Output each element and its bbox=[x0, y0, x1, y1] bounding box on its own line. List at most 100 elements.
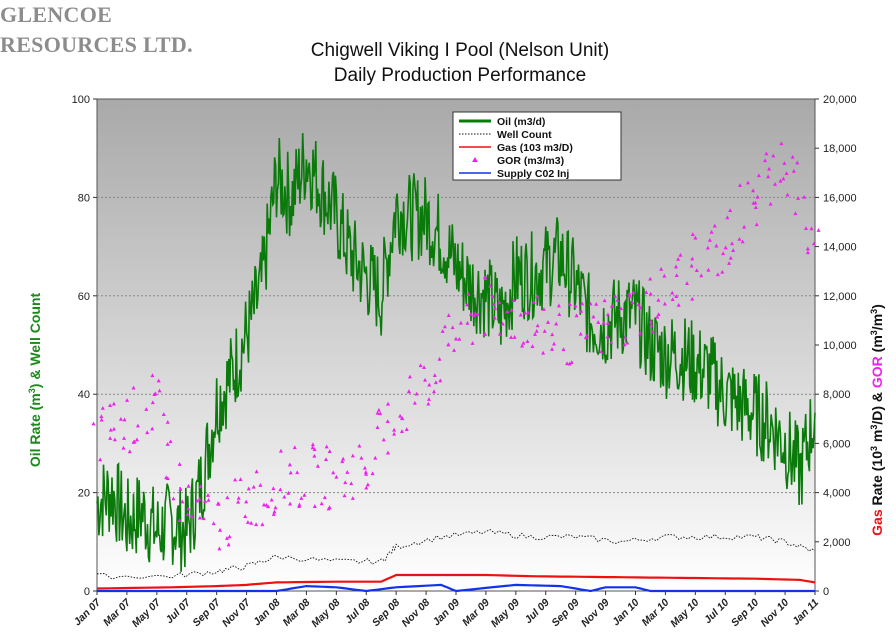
gor-point bbox=[165, 420, 170, 424]
left-tick-label: 20 bbox=[78, 488, 90, 500]
gor-point bbox=[426, 397, 431, 401]
gor-point bbox=[554, 321, 559, 326]
gor-point bbox=[674, 294, 679, 299]
gor-point bbox=[518, 312, 523, 317]
x-tick-label: Jul 10 bbox=[702, 597, 732, 627]
gor-point bbox=[363, 470, 368, 474]
gor-point bbox=[579, 308, 584, 313]
gor-point bbox=[302, 492, 307, 497]
gor-point bbox=[203, 498, 208, 503]
gor-point bbox=[466, 292, 471, 296]
gor-point bbox=[488, 283, 493, 288]
gor-point bbox=[535, 294, 540, 299]
gor-point bbox=[197, 496, 202, 501]
gor-point bbox=[341, 456, 346, 461]
gor-point bbox=[605, 321, 610, 325]
gor-point bbox=[258, 483, 263, 487]
gor-point bbox=[134, 437, 139, 442]
x-tick-label: May 10 bbox=[668, 597, 701, 630]
gor-point bbox=[550, 347, 555, 351]
legend-entry: Oil (m3/d) bbox=[497, 116, 545, 128]
gor-point bbox=[714, 243, 719, 248]
gor-point bbox=[108, 427, 113, 432]
gor-point bbox=[650, 329, 655, 334]
gor-point bbox=[406, 389, 411, 394]
gor-point bbox=[194, 498, 199, 503]
gor-point bbox=[205, 493, 210, 497]
gor-point bbox=[578, 331, 583, 336]
x-tick-label: Jan 10 bbox=[610, 597, 642, 629]
x-tick-label: May 08 bbox=[309, 597, 342, 630]
right-tick-label: 0 bbox=[823, 586, 829, 598]
gor-point bbox=[327, 449, 332, 453]
gor-point bbox=[150, 426, 155, 431]
gor-point bbox=[534, 328, 539, 333]
gor-point bbox=[512, 335, 517, 339]
right-tick-label: 10,000 bbox=[823, 340, 857, 352]
gor-point bbox=[362, 465, 367, 470]
gor-point bbox=[656, 312, 661, 317]
gor-point bbox=[278, 487, 283, 492]
x-tick-label: Mar 08 bbox=[281, 597, 313, 629]
gor-point bbox=[98, 457, 103, 462]
gor-point bbox=[375, 425, 380, 430]
gor-point bbox=[458, 320, 463, 325]
left-tick-label: 0 bbox=[84, 586, 90, 598]
x-tick-label: Mar 09 bbox=[460, 597, 492, 629]
x-tick-label: Sep 10 bbox=[729, 597, 762, 630]
gor-point bbox=[99, 414, 104, 419]
gor-point bbox=[511, 298, 516, 303]
gor-point bbox=[567, 361, 572, 366]
gor-point bbox=[295, 470, 300, 475]
gor-point bbox=[359, 455, 364, 460]
gor-point bbox=[693, 235, 698, 240]
gor-point bbox=[805, 246, 810, 251]
gor-point bbox=[345, 470, 350, 474]
x-tick-label: Jul 07 bbox=[163, 596, 193, 626]
gor-point bbox=[99, 417, 104, 422]
gor-point bbox=[108, 436, 113, 440]
gor-point bbox=[569, 360, 574, 364]
gor-point bbox=[198, 484, 203, 489]
gor-point bbox=[350, 496, 355, 500]
gor-point bbox=[509, 335, 514, 339]
gor-point bbox=[111, 401, 116, 406]
gor-point bbox=[728, 255, 733, 260]
gor-point bbox=[740, 239, 745, 244]
gor-point bbox=[440, 329, 445, 333]
gor-point bbox=[557, 312, 562, 316]
gor-point bbox=[373, 455, 378, 460]
gor-point bbox=[392, 431, 397, 436]
gor-point bbox=[720, 269, 725, 274]
gor-point bbox=[730, 241, 735, 246]
gor-point bbox=[299, 496, 304, 500]
gor-point bbox=[322, 495, 327, 500]
gor-point bbox=[754, 222, 759, 227]
gor-point bbox=[482, 275, 487, 279]
gor-point bbox=[627, 291, 632, 296]
x-tick-label: Jul 08 bbox=[343, 597, 373, 627]
gor-point bbox=[803, 226, 808, 231]
gor-point bbox=[767, 166, 772, 171]
gor-point bbox=[745, 180, 750, 185]
gor-point bbox=[244, 499, 249, 504]
gor-point bbox=[619, 306, 624, 311]
gor-point bbox=[323, 457, 328, 462]
gor-point bbox=[412, 400, 417, 405]
gor-point bbox=[433, 380, 438, 385]
gor-point bbox=[365, 482, 370, 487]
series-layer bbox=[91, 132, 821, 593]
series-4 bbox=[97, 583, 815, 593]
x-tick-label: Nov 10 bbox=[758, 597, 791, 630]
right-axis: 0 2,000 4,000 6,000 8,000 10,000 12,000 14,000 1… bbox=[815, 94, 857, 598]
gor-point bbox=[178, 486, 183, 491]
gor-point bbox=[437, 356, 442, 361]
gor-point bbox=[638, 305, 643, 310]
gor-point bbox=[269, 497, 274, 502]
gor-point bbox=[622, 342, 627, 347]
gor-point bbox=[312, 447, 317, 451]
gor-point bbox=[630, 300, 635, 305]
gor-point bbox=[152, 392, 157, 397]
gor-point bbox=[225, 495, 230, 500]
